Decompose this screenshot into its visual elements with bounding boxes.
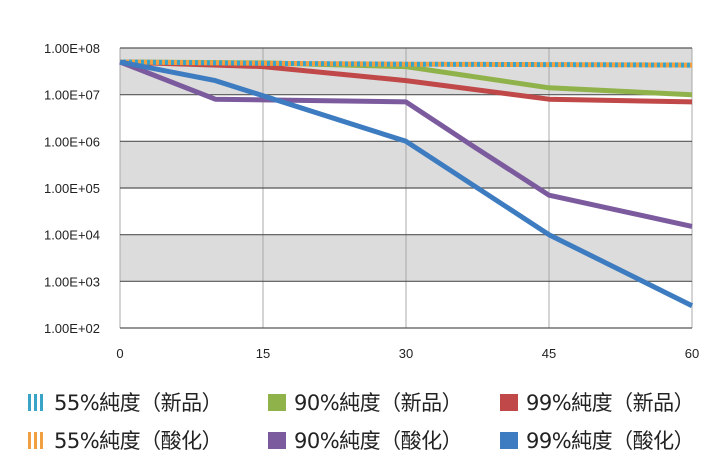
chart: 1.00E+02 1.00E+03 1.00E+04 1.00E+05 1.00E+06… <box>44 41 699 361</box>
legend-item-90-oxidized[interactable]: 90%純度（酸化） <box>268 428 500 453</box>
y-axis-tick-labels: 1.00E+02 1.00E+03 1.00E+04 1.00E+05 1.00E+06… <box>44 41 100 336</box>
x-tick-label: 15 <box>256 346 270 361</box>
legend-swatch-90-new <box>268 393 286 411</box>
series-lines <box>119 59 694 308</box>
x-tick-label: 0 <box>116 346 123 361</box>
y-tick-label: 1.00E+07 <box>44 88 100 103</box>
legend-label-90-oxidized: 90%純度（酸化） <box>294 429 463 453</box>
legend-item-90-new[interactable]: 90%純度（新品） <box>268 390 500 415</box>
legend-item-99-new[interactable]: 99%純度（新品） <box>500 390 718 415</box>
series-line <box>119 59 693 68</box>
legend-swatch-99-new <box>500 393 518 411</box>
legend-swatch-99-oxidized <box>500 431 518 449</box>
y-tick-label: 1.00E+02 <box>44 321 100 336</box>
legend-label-55-new: 55%純度（新品） <box>54 391 223 415</box>
series-line <box>119 59 694 308</box>
x-tick-label: 60 <box>685 346 699 361</box>
legend-label-55-oxidized: 55%純度（酸化） <box>54 429 223 453</box>
y-tick-label: 1.00E+04 <box>44 228 100 243</box>
horizontal-gridlines <box>120 47 692 329</box>
x-tick-label: 45 <box>542 346 556 361</box>
legend-item-99-oxidized[interactable]: 99%純度（酸化） <box>500 428 718 453</box>
x-tick-label: 30 <box>399 346 413 361</box>
legend-swatch-90-oxidized <box>268 431 286 449</box>
legend-swatch-55-oxidized <box>28 431 46 449</box>
x-axis-tick-labels: 0 15 30 45 60 <box>116 346 699 361</box>
legend-label-99-new: 99%純度（新品） <box>526 391 695 415</box>
legend-item-55-new[interactable]: 55%純度（新品） <box>28 390 268 415</box>
y-tick-label: 1.00E+03 <box>44 274 100 289</box>
legend-label-99-oxidized: 99%純度（酸化） <box>526 429 695 453</box>
series-line <box>119 59 693 68</box>
series-line <box>119 59 693 229</box>
legend-swatch-55-new <box>28 393 46 411</box>
y-tick-label: 1.00E+06 <box>44 134 100 149</box>
legend-item-55-oxidized[interactable]: 55%純度（酸化） <box>28 428 268 453</box>
legend: 55%純度（新品） 90%純度（新品） 99%純度（新品） 55%純度（酸化） … <box>28 390 718 453</box>
legend-label-90-new: 90%純度（新品） <box>294 391 463 415</box>
y-tick-label: 1.00E+05 <box>44 181 100 196</box>
y-tick-label: 1.00E+08 <box>44 41 100 56</box>
